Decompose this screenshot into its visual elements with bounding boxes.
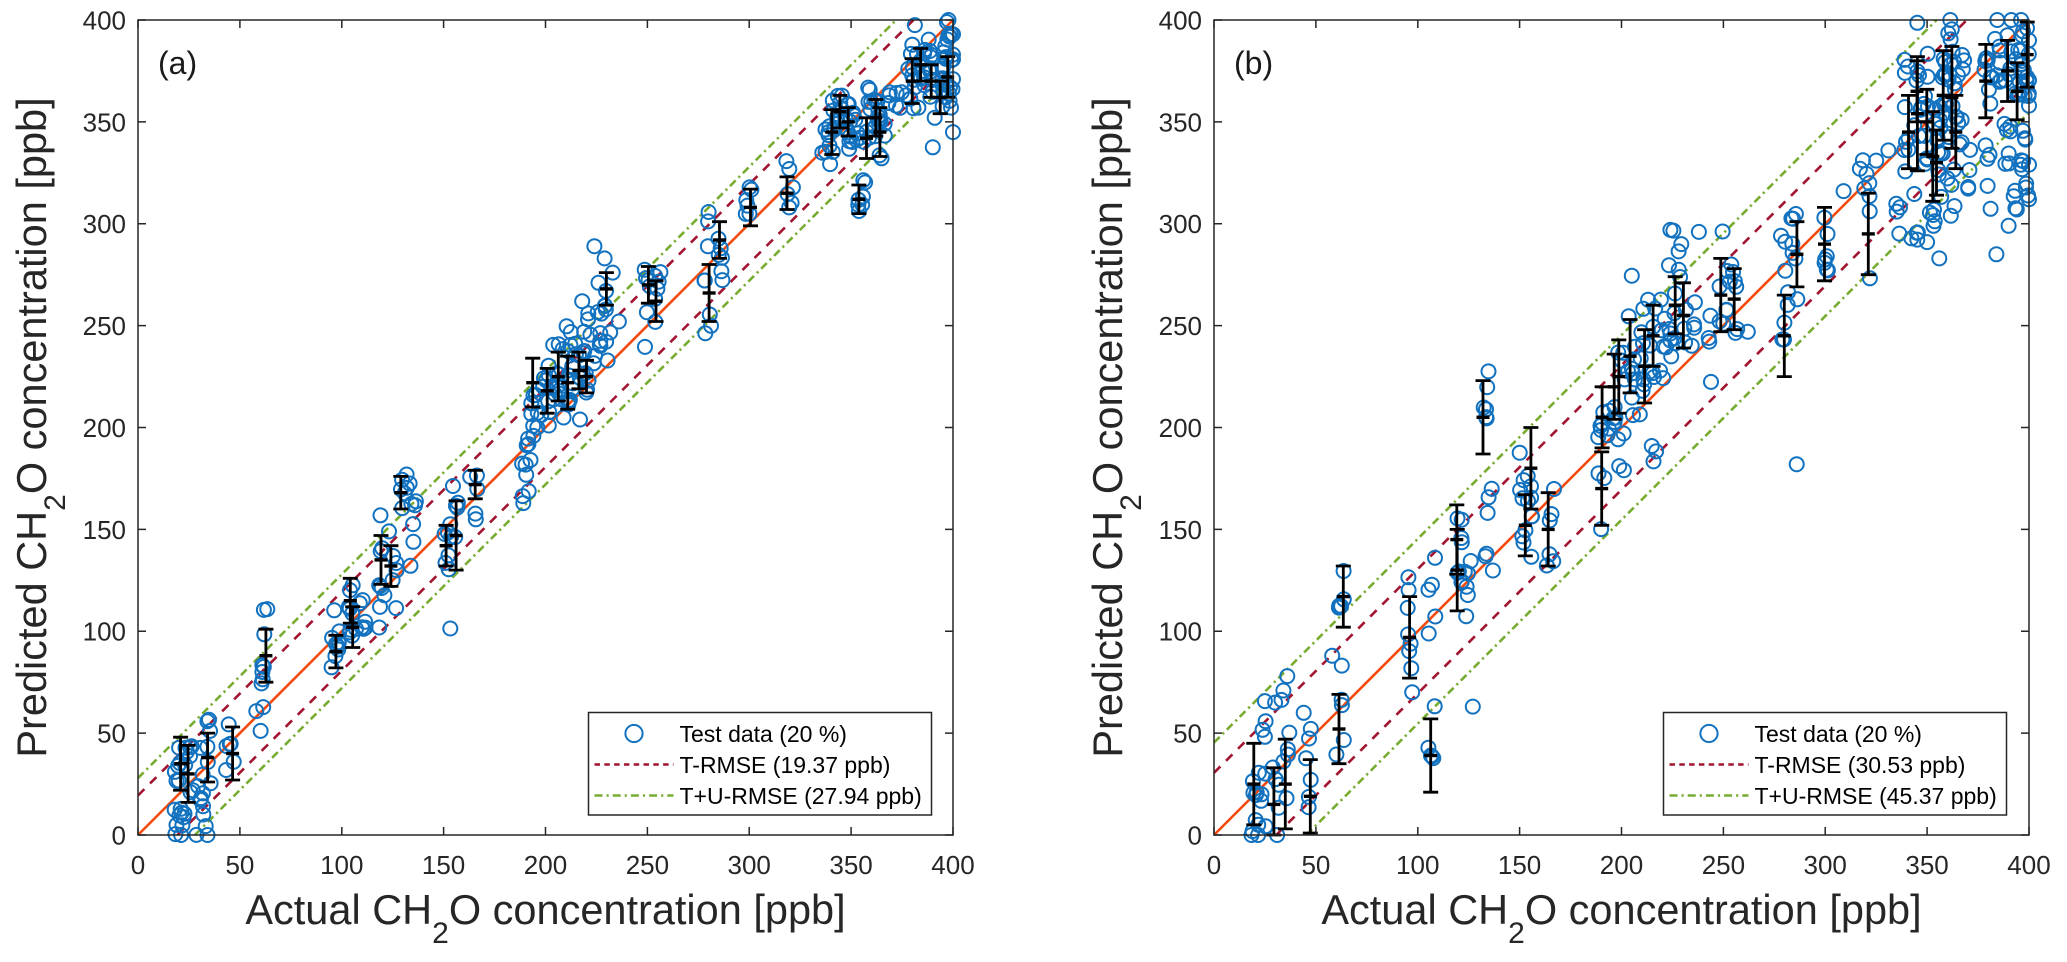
svg-text:0: 0 [131, 850, 145, 880]
svg-text:100: 100 [320, 850, 363, 880]
svg-text:T+U-RMSE (45.37 ppb): T+U-RMSE (45.37 ppb) [1755, 783, 1997, 809]
svg-text:(a): (a) [158, 45, 197, 81]
svg-text:0: 0 [1188, 820, 1202, 850]
svg-text:150: 150 [422, 850, 465, 880]
svg-text:0: 0 [112, 820, 126, 850]
svg-text:50: 50 [225, 850, 254, 880]
svg-text:250: 250 [1702, 850, 1745, 880]
svg-text:T-RMSE (30.53 ppb): T-RMSE (30.53 ppb) [1755, 752, 1966, 778]
svg-text:200: 200 [1600, 850, 1643, 880]
svg-text:T-RMSE (19.37 ppb): T-RMSE (19.37 ppb) [680, 752, 891, 778]
svg-text:100: 100 [83, 617, 126, 647]
svg-text:T+U-RMSE (27.94 ppb): T+U-RMSE (27.94 ppb) [680, 783, 922, 809]
svg-text:100: 100 [1159, 617, 1202, 647]
svg-text:300: 300 [1159, 209, 1202, 239]
svg-text:150: 150 [1498, 850, 1541, 880]
svg-text:250: 250 [1159, 311, 1202, 341]
svg-text:Test data (20 %): Test data (20 %) [680, 721, 847, 747]
svg-text:200: 200 [83, 413, 126, 443]
svg-text:150: 150 [1159, 515, 1202, 545]
svg-text:400: 400 [83, 5, 126, 35]
svg-text:200: 200 [1159, 413, 1202, 443]
svg-text:50: 50 [97, 719, 126, 749]
svg-text:250: 250 [83, 311, 126, 341]
svg-text:Test data (20 %): Test data (20 %) [1755, 721, 1922, 747]
svg-text:400: 400 [931, 850, 974, 880]
svg-text:0: 0 [1207, 850, 1221, 880]
svg-text:300: 300 [83, 209, 126, 239]
svg-text:250: 250 [626, 850, 669, 880]
svg-text:50: 50 [1173, 719, 1202, 749]
svg-text:50: 50 [1301, 850, 1330, 880]
svg-text:(b): (b) [1234, 45, 1273, 81]
svg-text:300: 300 [1804, 850, 1847, 880]
svg-text:350: 350 [83, 107, 126, 137]
svg-text:100: 100 [1396, 850, 1439, 880]
svg-text:300: 300 [728, 850, 771, 880]
svg-text:150: 150 [83, 515, 126, 545]
svg-text:200: 200 [524, 850, 567, 880]
svg-text:400: 400 [2007, 850, 2050, 880]
svg-text:350: 350 [1905, 850, 1948, 880]
svg-text:350: 350 [829, 850, 872, 880]
svg-text:400: 400 [1159, 5, 1202, 35]
svg-text:350: 350 [1159, 107, 1202, 137]
